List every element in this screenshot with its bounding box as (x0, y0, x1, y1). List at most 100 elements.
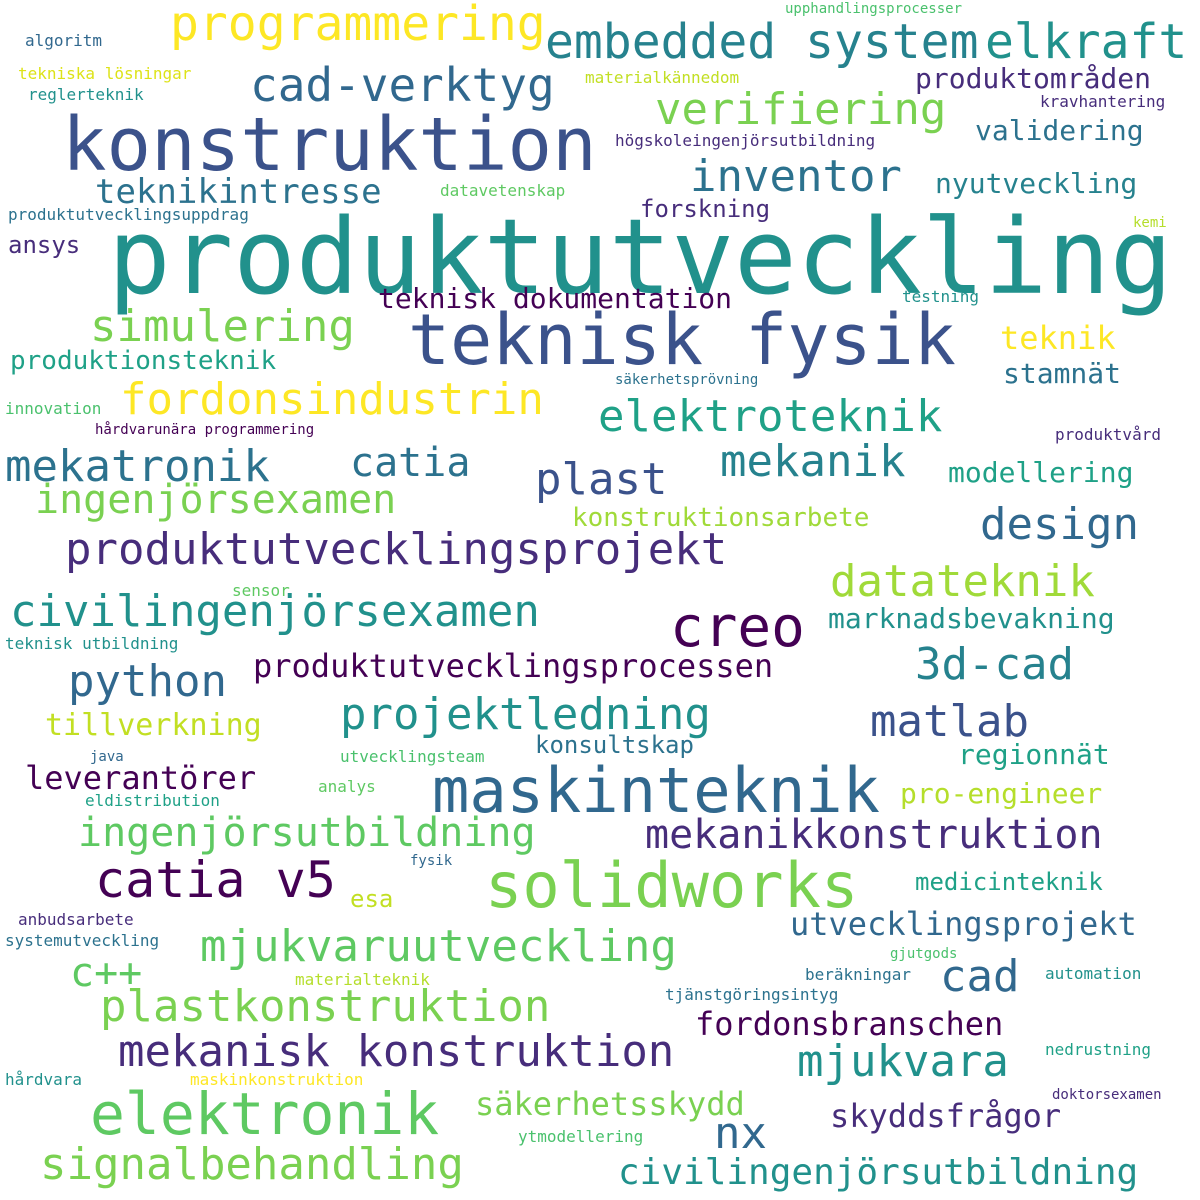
word-ansys: ansys (8, 231, 81, 259)
word-leverantörer: leverantörer (25, 759, 257, 797)
word-fordonsindustrin: fordonsindustrin (120, 374, 544, 425)
word-embedded-system: embedded system (545, 14, 979, 70)
word-python: python (68, 656, 227, 707)
word-kravhantering: kravhantering (1040, 92, 1166, 111)
word-programmering: programmering (170, 0, 546, 52)
word-produktionsteknik: produktionsteknik (10, 346, 277, 376)
word-3d-cad: 3d-cad (915, 639, 1074, 690)
word-hårdvarunära-programmering: hårdvarunära programmering (95, 422, 315, 438)
word-mekatronik: mekatronik (5, 441, 270, 492)
word-konsultskap: konsultskap (535, 731, 694, 759)
word-maskinkonstruktion: maskinkonstruktion (190, 1070, 364, 1089)
word-teknisk-dokumentation: teknisk dokumentation (378, 282, 733, 315)
word-cad: cad (940, 951, 1020, 1002)
word-matlab: matlab (870, 696, 1029, 747)
word-säkerhetsprövning: säkerhetsprövning (615, 372, 759, 388)
word-teknikintresse: teknikintresse (95, 172, 382, 212)
word-java: java (90, 749, 124, 765)
word-eldistribution: eldistribution (85, 791, 220, 810)
word-maskinteknik: maskinteknik (432, 754, 880, 827)
word-teknik: teknik (1000, 319, 1116, 357)
word-kemi: kemi (1133, 215, 1167, 231)
word-esa: esa (350, 885, 394, 913)
word-regionnät: regionnät (958, 738, 1110, 771)
word-fysik: fysik (410, 853, 453, 869)
word-upphandlingsprocesser: upphandlingsprocesser (785, 1, 963, 17)
word-analys: analys (318, 777, 376, 796)
word-sensor: sensor (232, 581, 290, 600)
word-produktområden: produktområden (915, 62, 1152, 95)
word-civilingenjörsutbildning: civilingenjörsutbildning (618, 1152, 1139, 1193)
word-validering: validering (975, 114, 1144, 147)
word-teknisk-fysik: teknisk fysik (408, 299, 956, 381)
word-produktutvecklingsprojekt: produktutvecklingsprojekt (65, 524, 728, 575)
word-nx: nx (714, 1108, 767, 1159)
word-ingenjörsexamen: ingenjörsexamen (35, 477, 397, 523)
word-mekanik: mekanik (720, 436, 906, 487)
word-mjukvaruutveckling: mjukvaruutveckling (200, 921, 677, 972)
word-materialkännedom: materialkännedom (585, 68, 740, 87)
word-pro-engineer: pro-engineer (900, 777, 1103, 810)
word-anbudsarbete: anbudsarbete (18, 910, 134, 929)
word-signalbehandling: signalbehandling (40, 1139, 464, 1190)
word-nyutveckling: nyutveckling (935, 167, 1138, 200)
word-inventor: inventor (690, 151, 902, 202)
word-catia: catia (350, 440, 471, 486)
word-systemutveckling: systemutveckling (5, 931, 160, 950)
word-mekanisk-konstruktion: mekanisk konstruktion (118, 1026, 675, 1077)
word-tjänstgöringsintyg: tjänstgöringsintyg (665, 985, 839, 1004)
word-cad-verktyg: cad-verktyg (250, 58, 555, 112)
word-ingenjörsutbildning: ingenjörsutbildning (78, 810, 536, 856)
word-datavetenskap: datavetenskap (440, 181, 566, 200)
word-hårdvara: hårdvara (5, 1070, 83, 1089)
word-produktutvecklingsprocessen: produktutvecklingsprocessen (253, 647, 774, 685)
word-catia-v5: catia v5 (95, 851, 336, 909)
word-skyddsfrågor: skyddsfrågor (830, 1097, 1062, 1135)
word-mekanikkonstruktion: mekanikkonstruktion (645, 812, 1103, 858)
word-doktorsexamen: doktorsexamen (1052, 1087, 1162, 1103)
word-produktutveckling: produktutveckling (108, 196, 1173, 318)
word-utvecklingsteam: utvecklingsteam (340, 747, 485, 766)
word-utvecklingsprojekt: utvecklingsprojekt (790, 905, 1137, 943)
word-solidworks: solidworks (485, 849, 859, 922)
word-marknadsbevakning: marknadsbevakning (828, 602, 1115, 635)
word-elektronik: elektronik (90, 1080, 440, 1148)
word-ytmodellering: ytmodellering (518, 1127, 644, 1146)
word-forskning: forskning (640, 195, 771, 223)
word-reglerteknik: reglerteknik (28, 85, 144, 104)
word-elektroteknik: elektroteknik (598, 391, 943, 442)
word-gjutgods: gjutgods (890, 946, 958, 962)
word-teknisk-utbildning: teknisk utbildning (5, 634, 179, 653)
word-verifiering: verifiering (655, 84, 947, 135)
word-beräkningar: beräkningar (805, 965, 911, 984)
word-medicinteknik: medicinteknik (915, 868, 1103, 896)
word-mjukvara: mjukvara (797, 1036, 1009, 1087)
word-simulering: simulering (90, 301, 355, 352)
word-konstruktionsarbete: konstruktionsarbete (572, 503, 870, 533)
word-tillverkning: tillverkning (45, 708, 262, 743)
word-projektledning: projektledning (340, 689, 711, 740)
word-datateknik: datateknik (830, 556, 1095, 607)
word-högskoleingenjörsutbildning: högskoleingenjörsutbildning (615, 131, 876, 150)
word-modellering: modellering (948, 456, 1134, 489)
word-konstruktion: konstruktion (62, 102, 597, 188)
word-algoritm: algoritm (25, 31, 103, 50)
word-säkerhetsskydd: säkerhetsskydd (475, 1085, 745, 1123)
word-creo: creo (670, 595, 805, 660)
word-plast: plast (535, 454, 668, 505)
word-design: design (980, 499, 1139, 550)
word-plastkonstruktion: plastkonstruktion (100, 981, 551, 1032)
word-stamnät: stamnät (1003, 357, 1122, 390)
word-nedrustning: nedrustning (1045, 1040, 1151, 1059)
word-tekniska-lösningar: tekniska lösningar (18, 64, 192, 83)
word-innovation: innovation (5, 399, 102, 418)
word-materialteknik: materialteknik (295, 970, 430, 989)
word-elkraft: elkraft (985, 14, 1188, 70)
word-c: c++ (70, 950, 143, 996)
word-produktvård: produktvård (1055, 425, 1161, 444)
word-produktutvecklingsuppdrag: produktutvecklingsuppdrag (8, 205, 249, 224)
word-fordonsbranschen: fordonsbranschen (695, 1005, 1004, 1043)
word-civilingenjörsexamen: civilingenjörsexamen (10, 586, 540, 637)
word-automation: automation (1045, 964, 1142, 983)
